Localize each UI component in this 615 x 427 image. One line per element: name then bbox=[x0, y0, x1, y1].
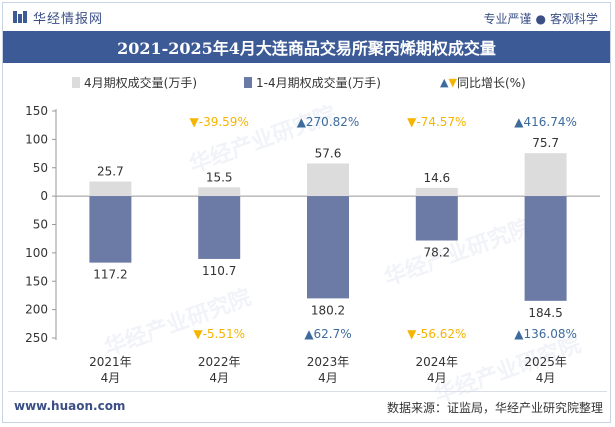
data-label-cumulative: 180.2 bbox=[311, 303, 345, 317]
bar-month bbox=[198, 187, 241, 197]
top-bar: 华经情报网 专业严谨 ● 客观科学 bbox=[3, 3, 610, 31]
bar-cumulative bbox=[524, 196, 567, 301]
y-tick-label: 150 bbox=[25, 104, 48, 118]
bar-month bbox=[307, 163, 349, 197]
data-label-month: 57.6 bbox=[315, 146, 342, 160]
footer-source: 数据来源：证监局，华经产业研究院整理 bbox=[386, 401, 603, 415]
x-tick-label: 2021年 bbox=[89, 355, 132, 369]
bar-month bbox=[415, 187, 458, 197]
tagline-right: 客观科学 bbox=[549, 12, 598, 26]
data-label-month: 75.7 bbox=[532, 136, 559, 150]
y-tick-label: 100 bbox=[25, 246, 48, 260]
legend-item-month[interactable]: 4月期权成交量(万手) bbox=[72, 74, 197, 91]
x-tick-label: 2023年 bbox=[307, 355, 350, 369]
brand-logo[interactable]: 华经情报网 bbox=[13, 9, 104, 27]
data-label-cumulative: 78.2 bbox=[423, 246, 450, 260]
data-label-month: 15.5 bbox=[206, 170, 233, 184]
yoy-month-label: ▲270.82% bbox=[297, 115, 360, 129]
yoy-cumulative-label: ▼-56.62% bbox=[407, 327, 466, 341]
down-triangle-icon: ▼ bbox=[448, 76, 457, 89]
data-label-month: 25.7 bbox=[97, 165, 124, 179]
yoy-month-label: ▲416.74% bbox=[514, 115, 577, 129]
footer-url[interactable]: www.huaon.com bbox=[14, 399, 126, 413]
bar-cumulative bbox=[415, 196, 458, 241]
x-tick-label-month: 4月 bbox=[536, 371, 556, 385]
y-tick-label: 100 bbox=[25, 132, 48, 146]
title-bar: 2021-2025年4月大连商品交易所聚丙烯期权成交量 bbox=[3, 31, 610, 63]
yoy-month-label: ▼-74.57% bbox=[407, 115, 466, 129]
x-tick-label-month: 4月 bbox=[209, 371, 229, 385]
x-tick-label: 2022年 bbox=[198, 355, 241, 369]
legend-item-yoy[interactable]: ▲ ▼ 同比增长(%) bbox=[440, 74, 526, 91]
tagline-left: 专业严谨 bbox=[483, 12, 532, 26]
up-triangle-icon: ▲ bbox=[440, 76, 449, 89]
y-tick-label: 50 bbox=[33, 218, 48, 232]
x-tick-label: 2024年 bbox=[416, 355, 459, 369]
data-label-cumulative: 184.5 bbox=[528, 306, 562, 320]
chart-title: 2021-2025年4月大连商品交易所聚丙烯期权成交量 bbox=[117, 39, 496, 58]
y-tick-label: 200 bbox=[25, 303, 48, 317]
yoy-cumulative-label: ▼-5.51% bbox=[193, 327, 245, 341]
brand-name: 华经情报网 bbox=[33, 11, 104, 27]
x-tick-label-month: 4月 bbox=[101, 371, 121, 385]
data-label-cumulative: 117.2 bbox=[93, 268, 127, 282]
legend-label-cumulative: 1-4月期权成交量(万手) bbox=[256, 76, 381, 90]
x-tick-label-month: 4月 bbox=[318, 371, 338, 385]
y-tick-label: 0 bbox=[40, 189, 48, 203]
data-label-month: 14.6 bbox=[423, 171, 450, 185]
data-label-cumulative: 110.7 bbox=[202, 264, 236, 278]
bar-cumulative bbox=[89, 196, 132, 263]
legend-swatch-month bbox=[72, 77, 80, 88]
bar-cumulative bbox=[198, 196, 241, 259]
legend-label-month: 4月期权成交量(万手) bbox=[84, 76, 197, 90]
y-tick-label: 50 bbox=[33, 161, 48, 175]
tagline-dot: ● bbox=[535, 12, 546, 26]
footer-divider bbox=[8, 391, 607, 392]
legend-item-cumulative[interactable]: 1-4月期权成交量(万手) bbox=[244, 74, 381, 91]
tagline: 专业严谨 ● 客观科学 bbox=[483, 10, 598, 27]
yoy-month-label: ▼-39.59% bbox=[190, 115, 249, 129]
x-tick-label-month: 4月 bbox=[427, 371, 447, 385]
bar-cumulative bbox=[307, 196, 349, 299]
yoy-cumulative-label: ▲136.08% bbox=[514, 327, 577, 341]
bar-month bbox=[524, 153, 567, 197]
bar-month bbox=[89, 181, 132, 197]
y-tick-label: 250 bbox=[25, 331, 48, 345]
yoy-cumulative-label: ▲62.7% bbox=[304, 327, 351, 341]
brand-logo-icon bbox=[13, 11, 27, 23]
y-tick-label: 150 bbox=[25, 274, 48, 288]
chart-legend: 4月期权成交量(万手) 1-4月期权成交量(万手) ▲ ▼ 同比增长(%) bbox=[0, 74, 615, 94]
legend-label-yoy: 同比增长(%) bbox=[456, 76, 526, 90]
legend-swatch-cumulative bbox=[244, 77, 252, 88]
x-tick-label: 2025年 bbox=[524, 355, 567, 369]
